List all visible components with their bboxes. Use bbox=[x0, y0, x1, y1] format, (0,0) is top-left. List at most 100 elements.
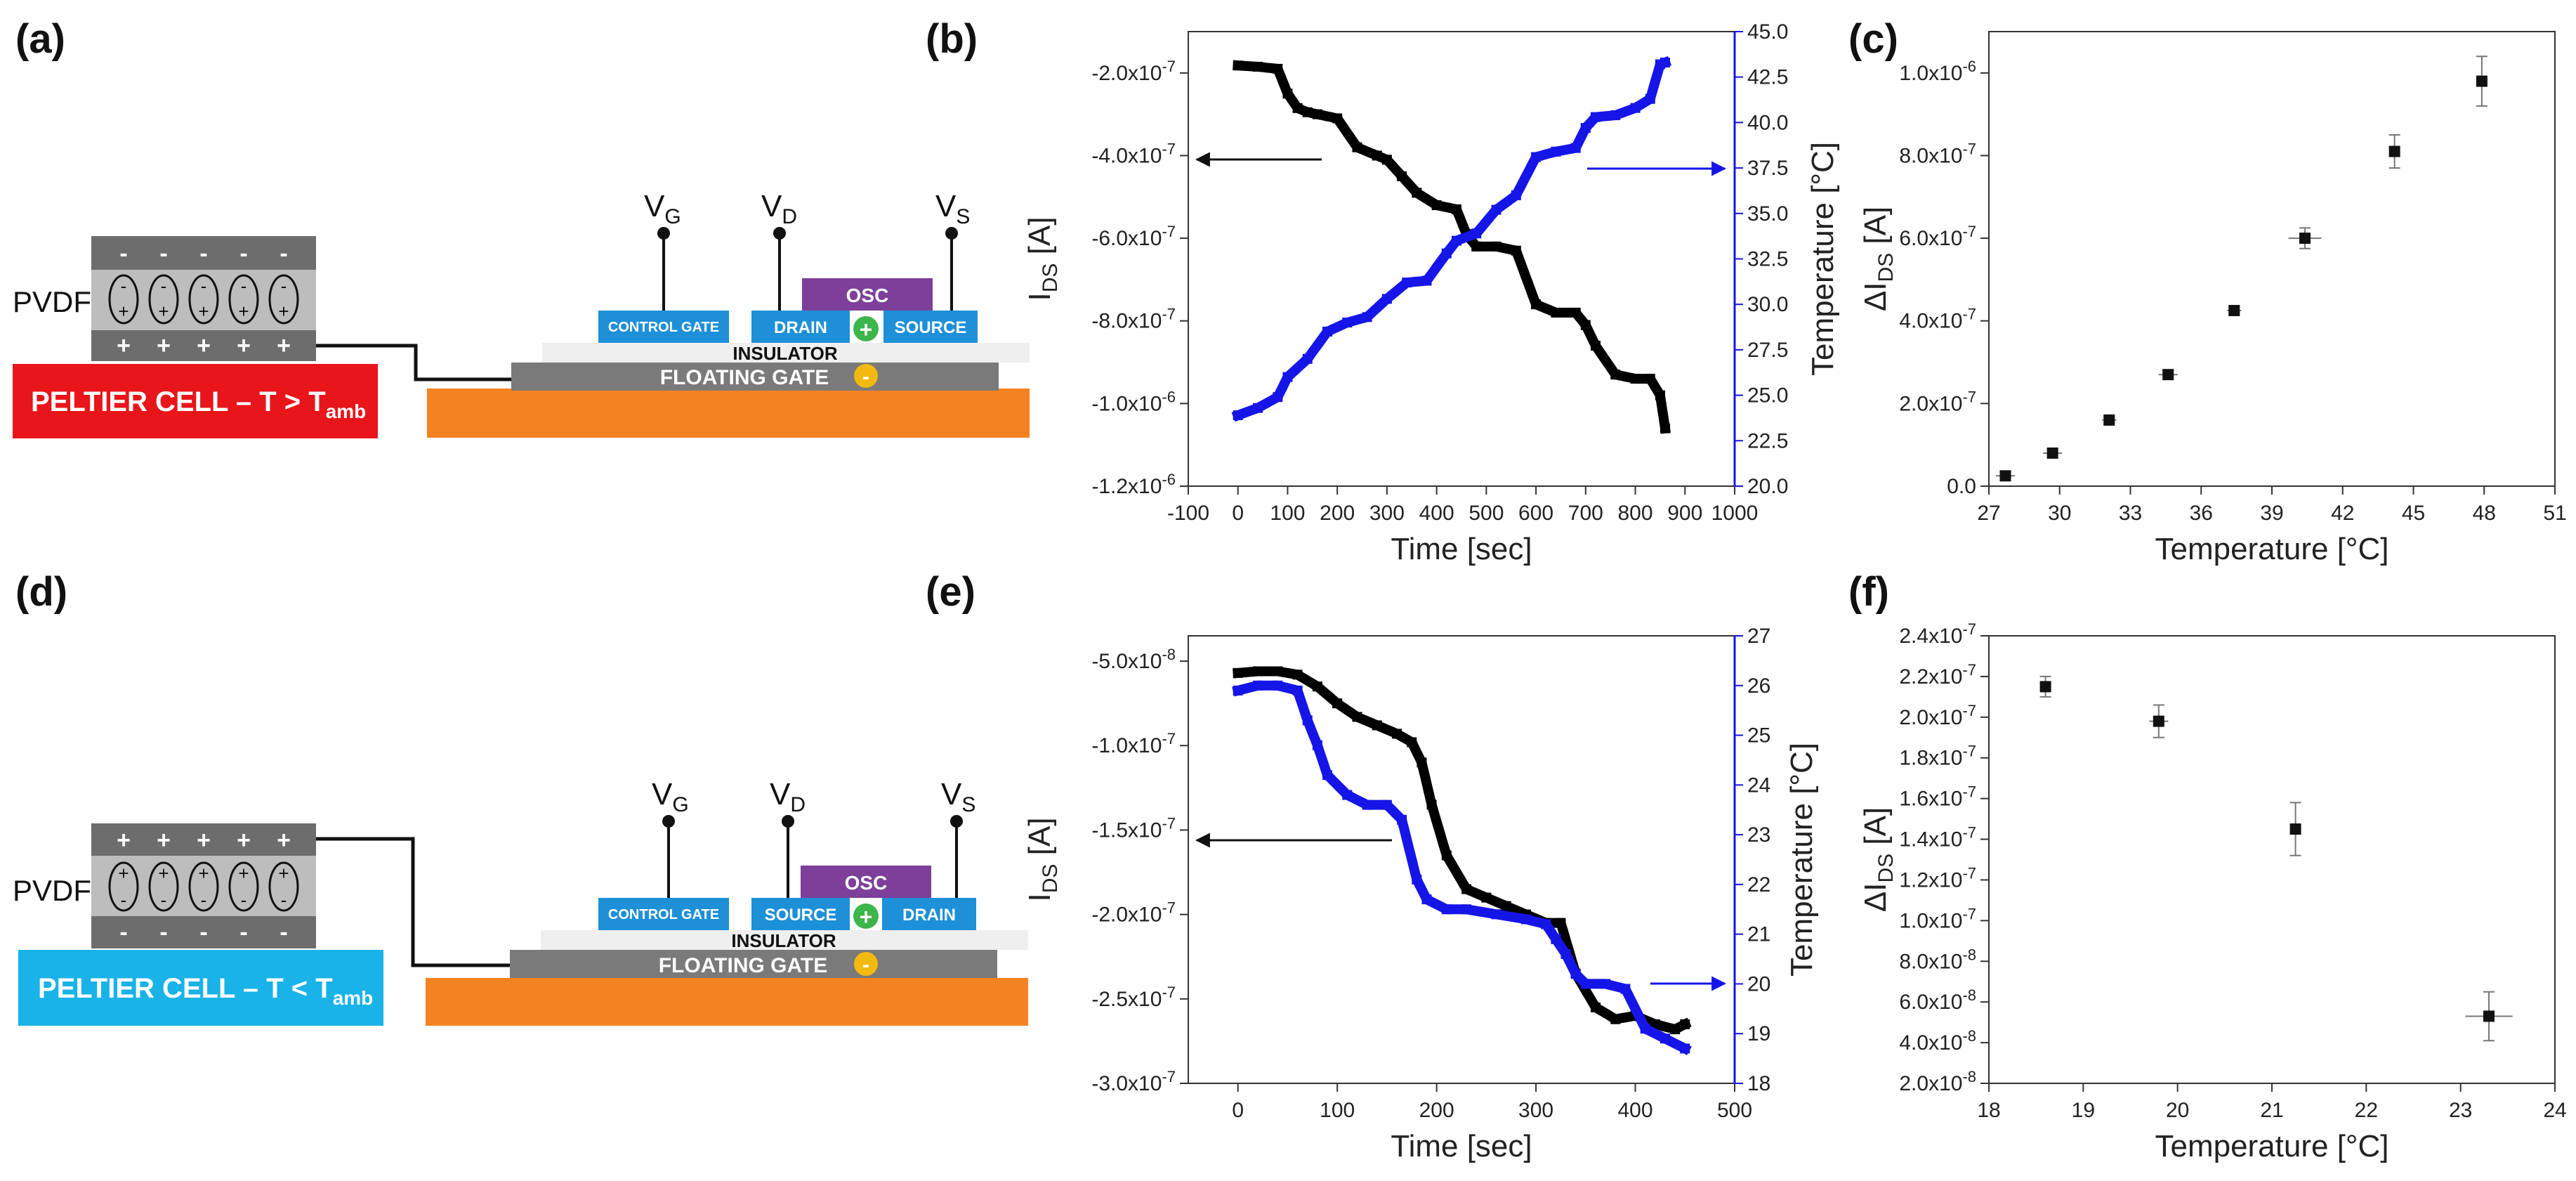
y-tick-label: -1.5x10-7 bbox=[1091, 814, 1176, 842]
data-point bbox=[1372, 150, 1382, 161]
data-point bbox=[2046, 447, 2058, 459]
x-tick-label: 33 bbox=[2119, 502, 2142, 525]
terminal-vg: VG bbox=[644, 189, 681, 311]
data-point bbox=[1431, 200, 1442, 211]
panel-label-e: (e) bbox=[926, 569, 975, 615]
osc-layer bbox=[801, 866, 931, 898]
data-point bbox=[1312, 740, 1322, 750]
osc-layer bbox=[802, 278, 933, 311]
x-tick-label: 36 bbox=[2190, 502, 2213, 525]
data-point bbox=[1601, 979, 1611, 989]
data-point bbox=[1342, 318, 1353, 328]
peltier-cell-cold bbox=[18, 950, 383, 1026]
y-tick-label: 2.0x10-7 bbox=[1899, 388, 1976, 415]
y2-tick-label: 24 bbox=[1747, 774, 1770, 797]
data-point bbox=[2162, 369, 2174, 381]
data-point bbox=[2153, 715, 2164, 727]
y2-tick-label: 21 bbox=[1747, 923, 1770, 946]
data-point bbox=[1407, 737, 1417, 748]
hole-icon bbox=[853, 316, 879, 341]
x-tick-label: 300 bbox=[1518, 1099, 1553, 1122]
data-point bbox=[1570, 969, 1581, 979]
data-point bbox=[1426, 800, 1437, 810]
svg-text:-: - bbox=[281, 889, 287, 911]
data-point bbox=[1551, 146, 1561, 157]
terminal-vd: VD bbox=[770, 777, 806, 898]
data-point bbox=[2299, 233, 2311, 244]
svg-text:+: + bbox=[197, 827, 211, 854]
y-tick-label: -6.0x10-7 bbox=[1091, 223, 1176, 250]
chart-e-ids-temperature-cooling: 0 100 200 300 400 500 -3.0x10-7 -2.5x10-7 -2.0x1… bbox=[1023, 625, 1819, 1163]
pvdf-top-electrode bbox=[91, 823, 316, 856]
svg-text:-: - bbox=[121, 275, 127, 296]
data-point bbox=[1670, 1024, 1681, 1035]
data-point bbox=[1302, 353, 1313, 364]
svg-text:VG: VG bbox=[652, 777, 689, 816]
y2-tick-label: 22.5 bbox=[1747, 429, 1788, 452]
x-tick-label: 42 bbox=[2331, 502, 2354, 525]
svg-text:VG: VG bbox=[644, 189, 681, 228]
x-axis-title: Temperature [°C] bbox=[2155, 1129, 2388, 1163]
data-point bbox=[1630, 103, 1641, 113]
chart-b-ids-temperature-heating: -100 0 100 200 300 400 500 600 700 800 900 1000 -1.2… bbox=[1023, 20, 1840, 566]
data-point bbox=[1645, 93, 1655, 104]
y2-axis-title: Temperature [°C] bbox=[1806, 142, 1840, 376]
control-gate bbox=[598, 311, 729, 343]
connection-wire bbox=[316, 344, 514, 381]
data-point bbox=[1273, 680, 1283, 691]
data-point bbox=[1233, 410, 1243, 421]
x-tick-label: 100 bbox=[1320, 1099, 1355, 1122]
x-tick-label: 600 bbox=[1518, 502, 1553, 525]
panel-label-d: (d) bbox=[15, 569, 67, 615]
x-tick-label: 700 bbox=[1568, 502, 1603, 525]
y-axis-title: ΔIDS [A] bbox=[1858, 807, 1898, 912]
y2-tick-label: 45.0 bbox=[1747, 20, 1788, 44]
data-point bbox=[1660, 423, 1670, 433]
svg-text:-: - bbox=[159, 919, 167, 946]
data-point bbox=[1461, 884, 1472, 894]
data-point bbox=[1282, 372, 1293, 382]
svg-text:+: + bbox=[118, 301, 129, 322]
data-point bbox=[1441, 248, 1452, 259]
svg-text:-: - bbox=[159, 240, 167, 267]
data-point bbox=[1531, 299, 1542, 310]
y2-tick-label: 42.5 bbox=[1747, 66, 1788, 89]
data-point bbox=[1471, 241, 1482, 252]
substrate bbox=[427, 389, 1030, 438]
data-point bbox=[1655, 390, 1665, 400]
data-point bbox=[1381, 800, 1392, 810]
y-axis-title: IDS [A] bbox=[1023, 217, 1062, 301]
data-point bbox=[1441, 904, 1452, 915]
y-tick-label: 0.0 bbox=[1947, 475, 1976, 498]
data-point bbox=[1253, 666, 1263, 677]
data-point bbox=[1372, 720, 1382, 731]
x-tick-label: -100 bbox=[1167, 502, 1209, 525]
data-point bbox=[1620, 984, 1631, 994]
drain-label: DRAIN bbox=[774, 318, 827, 337]
x-axis-title: Time [sec] bbox=[1391, 1129, 1532, 1163]
y-tick-label: 4.0x10-7 bbox=[1899, 306, 1976, 333]
terminal-vd: VD bbox=[761, 189, 797, 311]
svg-text:+: + bbox=[278, 863, 289, 884]
data-point bbox=[1352, 142, 1362, 152]
drain-electrode bbox=[751, 311, 850, 343]
data-point bbox=[1332, 113, 1343, 124]
data-point bbox=[1381, 294, 1392, 304]
y-tick-label: 8.0x10-8 bbox=[1899, 946, 1976, 973]
y-tick-label: 1.6x10-7 bbox=[1899, 783, 1976, 811]
data-point bbox=[1332, 698, 1343, 709]
y2-tick-label: 25.0 bbox=[1747, 384, 1788, 407]
x-tick-label: 18 bbox=[1977, 1099, 2000, 1122]
y2-tick-label: 20.0 bbox=[1747, 475, 1788, 498]
y-tick-label: -2.0x10-7 bbox=[1091, 58, 1176, 85]
svg-text:-: - bbox=[201, 275, 207, 296]
data-point bbox=[2483, 1010, 2495, 1022]
data-point bbox=[1590, 341, 1601, 351]
x-tick-label: 300 bbox=[1369, 502, 1405, 525]
data-point bbox=[1282, 89, 1293, 99]
y2-tick-label: 27 bbox=[1747, 625, 1770, 648]
x-tick-label: 200 bbox=[1320, 502, 1355, 525]
data-point bbox=[1322, 770, 1333, 781]
y-tick-label: 8.0x10-7 bbox=[1899, 140, 1976, 167]
svg-text:-: - bbox=[280, 919, 287, 946]
